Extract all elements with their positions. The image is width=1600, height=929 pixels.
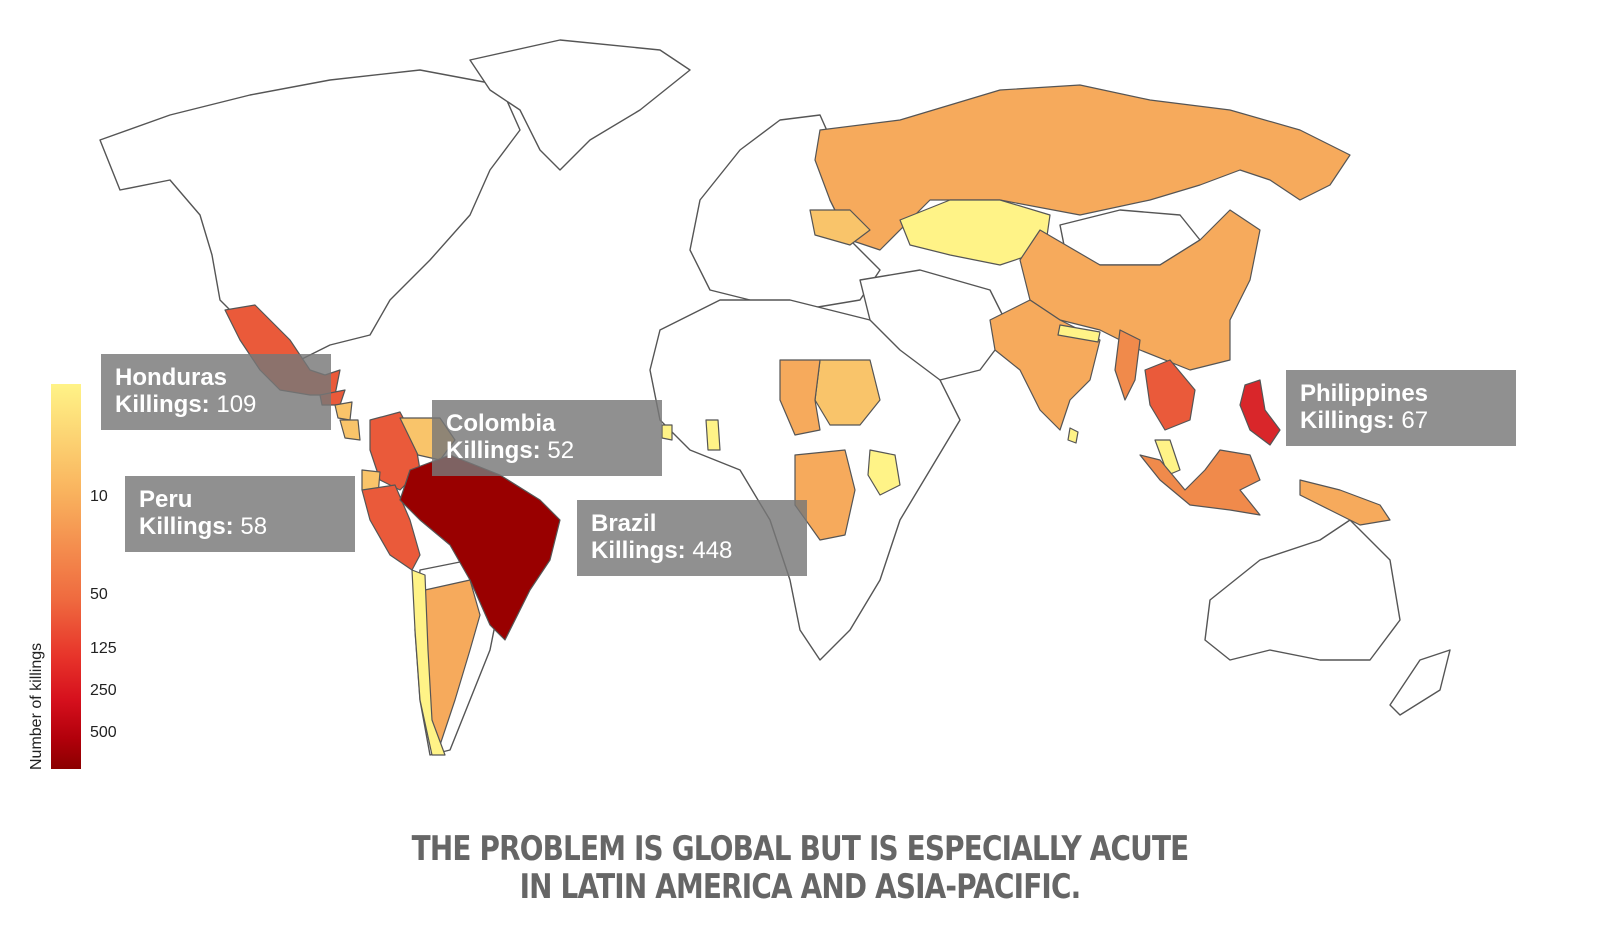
callout-killings-value: 52 <box>547 437 575 464</box>
sri-lanka-region <box>1067 427 1079 444</box>
chad-region <box>779 359 821 436</box>
callout-killings-value: 109 <box>216 391 257 418</box>
callout-honduras: Honduras Killings: 109 <box>101 354 331 430</box>
callout-country-name: Brazil <box>591 510 657 537</box>
nepal-region <box>1057 324 1101 343</box>
callout-killings-label: Killings: <box>139 513 241 540</box>
callout-killings-value: 448 <box>692 537 733 564</box>
callout-killings-label: Killings: <box>115 391 217 418</box>
new-zealand-landmass <box>1389 649 1451 716</box>
malaysia-region <box>1154 439 1181 476</box>
callout-killings-value: 67 <box>1401 407 1429 434</box>
callout-country-name: Peru <box>139 486 193 513</box>
headline-line-2: IN LATIN AMERICA AND ASIA-PACIFIC. <box>519 867 1082 907</box>
legend-tick-125: 125 <box>90 640 117 657</box>
headline-line-1: THE PROBLEM IS GLOBAL BUT IS ESPECIALLY … <box>411 829 1190 869</box>
chile-region <box>411 569 446 756</box>
ghana-region <box>705 419 721 451</box>
callout-killings-label: Killings: <box>1300 407 1402 434</box>
legend-tick-500: 500 <box>90 724 117 741</box>
brazil-region <box>399 454 561 641</box>
legend-color-scale <box>51 384 81 769</box>
headline: THE PROBLEM IS GLOBAL BUT IS ESPECIALLY … <box>144 830 1456 906</box>
guatemala-region <box>339 419 361 441</box>
peru-region <box>361 484 421 571</box>
callout-peru: Peru Killings: 58 <box>125 476 355 552</box>
legend-tick-50: 50 <box>90 586 108 603</box>
callout-country-name: Honduras <box>115 364 228 391</box>
north-america-landmass <box>99 69 521 361</box>
greenland-landmass <box>469 39 691 171</box>
ukraine-region <box>809 209 871 246</box>
liberia-region <box>661 424 673 441</box>
legend-tick-10: 10 <box>90 488 108 505</box>
callout-colombia: Colombia Killings: 52 <box>432 400 662 476</box>
legend-tick-250: 250 <box>90 682 117 699</box>
kenya-region <box>867 449 901 496</box>
legend-title: Number of killings <box>28 642 45 770</box>
thailand-cambodia-region <box>1144 359 1196 431</box>
indonesia-region <box>1139 449 1261 516</box>
nicaragua-region <box>334 401 353 421</box>
middle-east-landmass <box>859 269 1011 381</box>
papua-new-guinea-region <box>1299 479 1391 526</box>
callout-killings-label: Killings: <box>591 537 693 564</box>
callout-philippines: Philippines Killings: 67 <box>1286 370 1516 446</box>
myanmar-region <box>1114 329 1141 401</box>
russia-region <box>814 84 1351 251</box>
callout-killings-label: Killings: <box>446 437 548 464</box>
callout-country-name: Philippines <box>1300 380 1429 407</box>
callout-country-name: Colombia <box>446 410 556 437</box>
callout-killings-value: 58 <box>240 513 268 540</box>
callout-brazil: Brazil Killings: 448 <box>577 500 807 576</box>
philippines-region <box>1239 379 1281 446</box>
australia-landmass <box>1204 519 1401 661</box>
